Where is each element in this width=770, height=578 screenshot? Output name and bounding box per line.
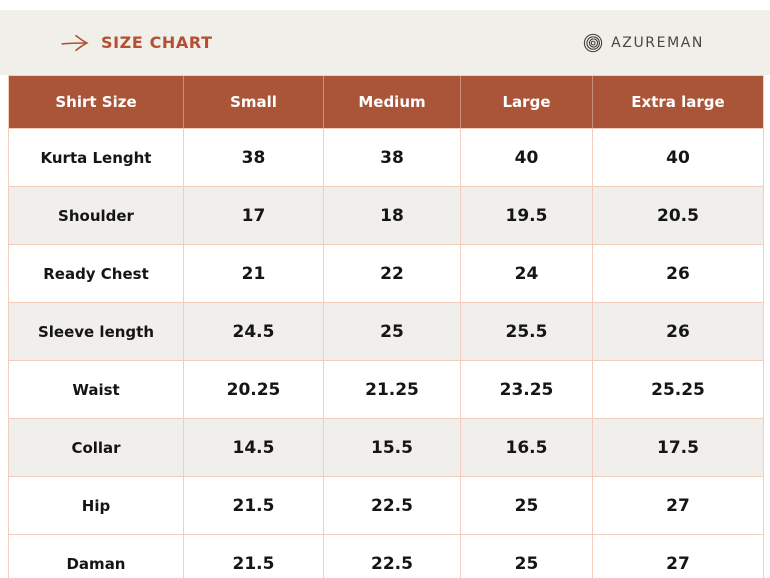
size-value-cell: 20.25 (183, 360, 323, 418)
concentric-rings-icon (582, 32, 604, 54)
size-value-cell: 21.5 (183, 534, 323, 578)
table-body: Kurta Lenght 38 38 40 40 Shoulder 17 18 19.5 20.5… (9, 128, 763, 578)
right-arrow-icon (60, 32, 90, 54)
size-value-cell: 25 (323, 302, 460, 360)
size-value-cell: 22.5 (323, 534, 460, 578)
row-label: Ready Chest (9, 244, 183, 302)
table-row: Daman 21.5 22.5 25 27 (9, 534, 763, 578)
row-label: Hip (9, 476, 183, 534)
size-value-cell: 16.5 (460, 418, 592, 476)
table-row: Kurta Lenght 38 38 40 40 (9, 128, 763, 186)
size-value-cell: 15.5 (323, 418, 460, 476)
row-label: Waist (9, 360, 183, 418)
size-value-cell: 24 (460, 244, 592, 302)
size-value-cell: 18 (323, 186, 460, 244)
column-header: Large (460, 76, 592, 128)
row-label: Kurta Lenght (9, 128, 183, 186)
size-value-cell: 23.25 (460, 360, 592, 418)
size-value-cell: 38 (323, 128, 460, 186)
column-header: Shirt Size (9, 76, 183, 128)
row-label: Daman (9, 534, 183, 578)
header-row: Shirt Size Small Medium Large Extra large (9, 76, 763, 128)
size-value-cell: 21.5 (183, 476, 323, 534)
size-value-cell: 20.5 (592, 186, 763, 244)
size-value-cell: 21.25 (323, 360, 460, 418)
size-value-cell: 26 (592, 244, 763, 302)
size-value-cell: 25 (460, 476, 592, 534)
row-label: Shoulder (9, 186, 183, 244)
column-header: Medium (323, 76, 460, 128)
size-value-cell: 19.5 (460, 186, 592, 244)
column-header: Extra large (592, 76, 763, 128)
size-value-cell: 38 (183, 128, 323, 186)
column-header: Small (183, 76, 323, 128)
size-value-cell: 21 (183, 244, 323, 302)
brand-name: AZUREMAN (611, 34, 704, 51)
page-title-label: SIZE CHART (101, 33, 213, 52)
size-value-cell: 25.5 (460, 302, 592, 360)
row-label: Collar (9, 418, 183, 476)
size-value-cell: 40 (460, 128, 592, 186)
table-header: Shirt Size Small Medium Large Extra large (9, 76, 763, 128)
size-value-cell: 22 (323, 244, 460, 302)
size-value-cell: 22.5 (323, 476, 460, 534)
size-value-cell: 40 (592, 128, 763, 186)
size-value-cell: 24.5 (183, 302, 323, 360)
page-title: SIZE CHART (60, 32, 213, 54)
size-value-cell: 26 (592, 302, 763, 360)
size-value-cell: 27 (592, 476, 763, 534)
table-row: Sleeve length 24.5 25 25.5 26 (9, 302, 763, 360)
brand-logo: AZUREMAN (582, 32, 704, 54)
header-band: SIZE CHART AZUREMAN (0, 10, 770, 75)
size-value-cell: 17.5 (592, 418, 763, 476)
size-value-cell: 14.5 (183, 418, 323, 476)
size-value-cell: 27 (592, 534, 763, 578)
size-chart-table: Shirt Size Small Medium Large Extra large Ku… (8, 75, 764, 578)
table-row: Collar 14.5 15.5 16.5 17.5 (9, 418, 763, 476)
table-row: Ready Chest 21 22 24 26 (9, 244, 763, 302)
table-row: Waist 20.25 21.25 23.25 25.25 (9, 360, 763, 418)
size-value-cell: 17 (183, 186, 323, 244)
size-value-cell: 25 (460, 534, 592, 578)
row-label: Sleeve length (9, 302, 183, 360)
top-margin (0, 0, 770, 10)
table-row: Shoulder 17 18 19.5 20.5 (9, 186, 763, 244)
size-value-cell: 25.25 (592, 360, 763, 418)
table-row: Hip 21.5 22.5 25 27 (9, 476, 763, 534)
